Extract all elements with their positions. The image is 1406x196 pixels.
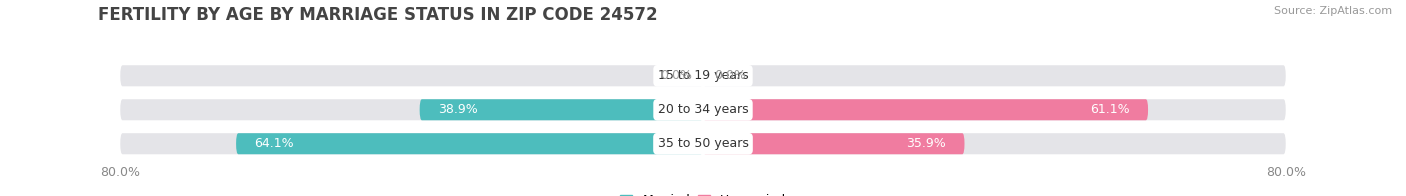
- FancyBboxPatch shape: [121, 99, 703, 120]
- Text: 20 to 34 years: 20 to 34 years: [658, 103, 748, 116]
- FancyBboxPatch shape: [703, 65, 1285, 86]
- Text: FERTILITY BY AGE BY MARRIAGE STATUS IN ZIP CODE 24572: FERTILITY BY AGE BY MARRIAGE STATUS IN Z…: [98, 6, 658, 24]
- FancyBboxPatch shape: [121, 65, 703, 86]
- Text: 0.0%: 0.0%: [714, 69, 747, 82]
- Text: 61.1%: 61.1%: [1090, 103, 1130, 116]
- FancyBboxPatch shape: [703, 133, 1285, 154]
- Text: 35.9%: 35.9%: [907, 137, 946, 150]
- Text: 38.9%: 38.9%: [437, 103, 478, 116]
- FancyBboxPatch shape: [703, 99, 1149, 120]
- Legend: Married, Unmarried: Married, Unmarried: [620, 194, 786, 196]
- FancyBboxPatch shape: [236, 133, 703, 154]
- FancyBboxPatch shape: [419, 99, 703, 120]
- Text: 64.1%: 64.1%: [254, 137, 294, 150]
- Text: 35 to 50 years: 35 to 50 years: [658, 137, 748, 150]
- FancyBboxPatch shape: [703, 133, 965, 154]
- Text: 0.0%: 0.0%: [659, 69, 692, 82]
- FancyBboxPatch shape: [703, 99, 1285, 120]
- Text: 15 to 19 years: 15 to 19 years: [658, 69, 748, 82]
- FancyBboxPatch shape: [121, 133, 703, 154]
- Text: Source: ZipAtlas.com: Source: ZipAtlas.com: [1274, 6, 1392, 16]
